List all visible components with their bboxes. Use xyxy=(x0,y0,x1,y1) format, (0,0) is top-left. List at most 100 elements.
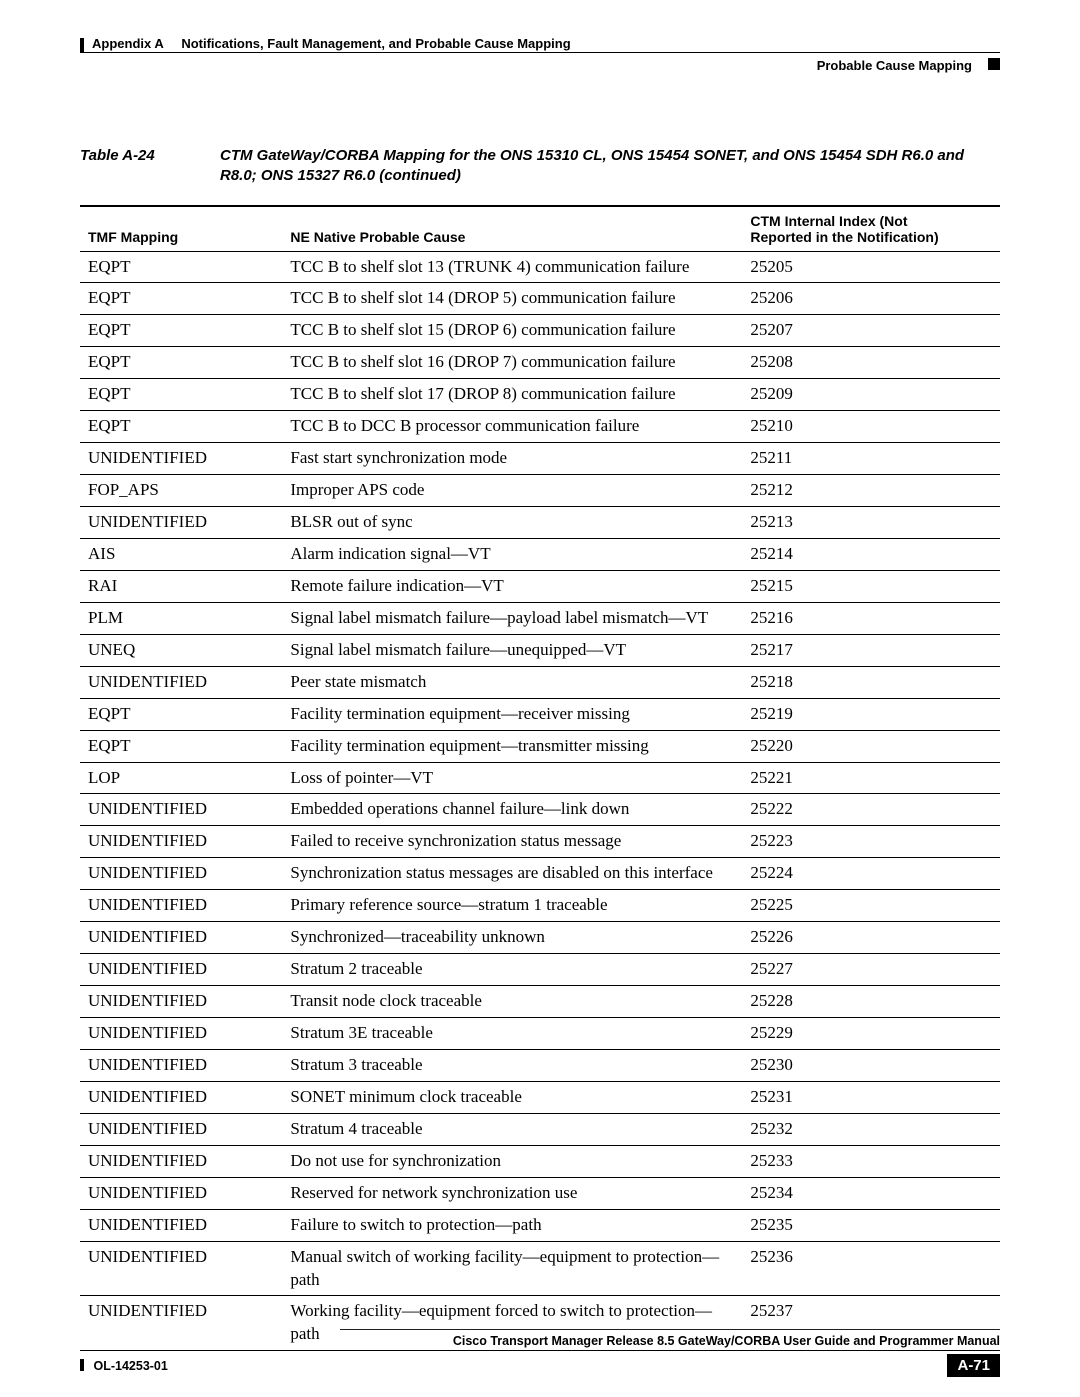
cell-cause: Improper APS code xyxy=(282,475,742,507)
cell-cause: Fast start synchronization mode xyxy=(282,443,742,475)
cell-index: 25212 xyxy=(742,475,1000,507)
table-row: UNIDENTIFIEDTransit node clock traceable… xyxy=(80,986,1000,1018)
table-caption-text: CTM GateWay/CORBA Mapping for the ONS 15… xyxy=(220,146,1000,187)
cell-cause: Reserved for network synchronization use xyxy=(282,1177,742,1209)
cell-index: 25222 xyxy=(742,794,1000,826)
cell-tmf: RAI xyxy=(80,570,282,602)
table-row: EQPTTCC B to shelf slot 13 (TRUNK 4) com… xyxy=(80,251,1000,283)
cell-index: 25226 xyxy=(742,922,1000,954)
cell-index: 25206 xyxy=(742,283,1000,315)
header-right-text: Probable Cause Mapping xyxy=(817,58,972,73)
cell-cause: Primary reference source—stratum 1 trace… xyxy=(282,890,742,922)
cell-tmf: AIS xyxy=(80,538,282,570)
cell-tmf: UNIDENTIFIED xyxy=(80,858,282,890)
table-row: UNEQSignal label mismatch failure—unequi… xyxy=(80,634,1000,666)
cell-cause: Loss of pointer—VT xyxy=(282,762,742,794)
cell-tmf: FOP_APS xyxy=(80,475,282,507)
cell-cause: BLSR out of sync xyxy=(282,507,742,539)
cell-index: 25208 xyxy=(742,347,1000,379)
table-row: UNIDENTIFIEDPeer state mismatch25218 xyxy=(80,666,1000,698)
table-row: UNIDENTIFIEDStratum 3E traceable25229 xyxy=(80,1018,1000,1050)
cell-cause: Facility termination equipment—transmitt… xyxy=(282,730,742,762)
table-caption-label: Table A-24 xyxy=(80,146,220,187)
cell-tmf: UNIDENTIFIED xyxy=(80,890,282,922)
cell-tmf: EQPT xyxy=(80,698,282,730)
table-row: UNIDENTIFIEDStratum 2 traceable25227 xyxy=(80,954,1000,986)
header-left-text: Appendix A Notifications, Fault Manageme… xyxy=(92,36,571,51)
cell-tmf: UNIDENTIFIED xyxy=(80,1018,282,1050)
cell-cause: Alarm indication signal—VT xyxy=(282,538,742,570)
table-row: UNIDENTIFIEDPrimary reference source—str… xyxy=(80,890,1000,922)
cell-index: 25224 xyxy=(742,858,1000,890)
cell-index: 25215 xyxy=(742,570,1000,602)
cell-cause: Stratum 2 traceable xyxy=(282,954,742,986)
cell-tmf: UNIDENTIFIED xyxy=(80,666,282,698)
cell-tmf: UNIDENTIFIED xyxy=(80,1241,282,1296)
cell-index: 25231 xyxy=(742,1081,1000,1113)
cell-cause: Stratum 4 traceable xyxy=(282,1113,742,1145)
footer-page-number: A-71 xyxy=(947,1354,1000,1377)
cell-index: 25228 xyxy=(742,986,1000,1018)
page: Appendix A Notifications, Fault Manageme… xyxy=(0,0,1080,1397)
cell-index: 25230 xyxy=(742,1049,1000,1081)
cell-cause: TCC B to DCC B processor communication f… xyxy=(282,411,742,443)
header-rule xyxy=(80,52,1000,53)
cell-index: 25232 xyxy=(742,1113,1000,1145)
running-head: Appendix A Notifications, Fault Manageme… xyxy=(80,36,1000,90)
table-row: UNIDENTIFIEDFailure to switch to protect… xyxy=(80,1209,1000,1241)
cell-index: 25227 xyxy=(742,954,1000,986)
table-row: UNIDENTIFIEDEmbedded operations channel … xyxy=(80,794,1000,826)
table-row: PLMSignal label mismatch failure—payload… xyxy=(80,602,1000,634)
cell-tmf: UNIDENTIFIED xyxy=(80,1049,282,1081)
footer-doc-id-text: OL-14253-01 xyxy=(93,1359,167,1373)
cell-tmf: UNIDENTIFIED xyxy=(80,1209,282,1241)
cell-tmf: UNIDENTIFIED xyxy=(80,986,282,1018)
cell-cause: TCC B to shelf slot 14 (DROP 5) communic… xyxy=(282,283,742,315)
cell-tmf: UNIDENTIFIED xyxy=(80,954,282,986)
cell-tmf: EQPT xyxy=(80,730,282,762)
table-row: UNIDENTIFIEDBLSR out of sync25213 xyxy=(80,507,1000,539)
table-body: EQPTTCC B to shelf slot 13 (TRUNK 4) com… xyxy=(80,251,1000,1351)
footer-rule xyxy=(340,1329,1000,1330)
col-header-index: CTM Internal Index (Not Reported in the … xyxy=(742,206,1000,252)
cell-tmf: UNIDENTIFIED xyxy=(80,922,282,954)
cell-tmf: EQPT xyxy=(80,251,282,283)
table-row: EQPTFacility termination equipment—trans… xyxy=(80,730,1000,762)
cell-tmf: UNIDENTIFIED xyxy=(80,826,282,858)
cell-cause: Stratum 3E traceable xyxy=(282,1018,742,1050)
cell-tmf: UNIDENTIFIED xyxy=(80,1177,282,1209)
cell-cause: Failed to receive synchronization status… xyxy=(282,826,742,858)
cell-index: 25235 xyxy=(742,1209,1000,1241)
table-row: EQPTFacility termination equipment—recei… xyxy=(80,698,1000,730)
cell-index: 25214 xyxy=(742,538,1000,570)
table-row: EQPTTCC B to shelf slot 16 (DROP 7) comm… xyxy=(80,347,1000,379)
cell-index: 25234 xyxy=(742,1177,1000,1209)
table-row: UNIDENTIFIEDSynchronization status messa… xyxy=(80,858,1000,890)
cell-index: 25209 xyxy=(742,379,1000,411)
cell-index: 25211 xyxy=(742,443,1000,475)
cell-tmf: EQPT xyxy=(80,283,282,315)
cell-tmf: UNIDENTIFIED xyxy=(80,1081,282,1113)
cell-cause: Manual switch of working facility—equipm… xyxy=(282,1241,742,1296)
cell-tmf: UNIDENTIFIED xyxy=(80,507,282,539)
cell-cause: Transit node clock traceable xyxy=(282,986,742,1018)
footer: Cisco Transport Manager Release 8.5 Gate… xyxy=(80,1329,1000,1377)
cell-cause: Do not use for synchronization xyxy=(282,1145,742,1177)
header-square-icon xyxy=(988,58,1000,70)
cell-cause: Failure to switch to protection—path xyxy=(282,1209,742,1241)
table-row: FOP_APSImproper APS code25212 xyxy=(80,475,1000,507)
table-row: AISAlarm indication signal—VT25214 xyxy=(80,538,1000,570)
mapping-table: TMF Mapping NE Native Probable Cause CTM… xyxy=(80,205,1000,1352)
cell-cause: Peer state mismatch xyxy=(282,666,742,698)
cell-index: 25210 xyxy=(742,411,1000,443)
cell-tmf: UNIDENTIFIED xyxy=(80,443,282,475)
cell-index: 25213 xyxy=(742,507,1000,539)
table-caption: Table A-24 CTM GateWay/CORBA Mapping for… xyxy=(80,146,1000,187)
cell-index: 25216 xyxy=(742,602,1000,634)
cell-index: 25205 xyxy=(742,251,1000,283)
cell-cause: TCC B to shelf slot 13 (TRUNK 4) communi… xyxy=(282,251,742,283)
cell-cause: TCC B to shelf slot 17 (DROP 8) communic… xyxy=(282,379,742,411)
cell-cause: Synchronization status messages are disa… xyxy=(282,858,742,890)
col-header-cause: NE Native Probable Cause xyxy=(282,206,742,252)
cell-cause: SONET minimum clock traceable xyxy=(282,1081,742,1113)
